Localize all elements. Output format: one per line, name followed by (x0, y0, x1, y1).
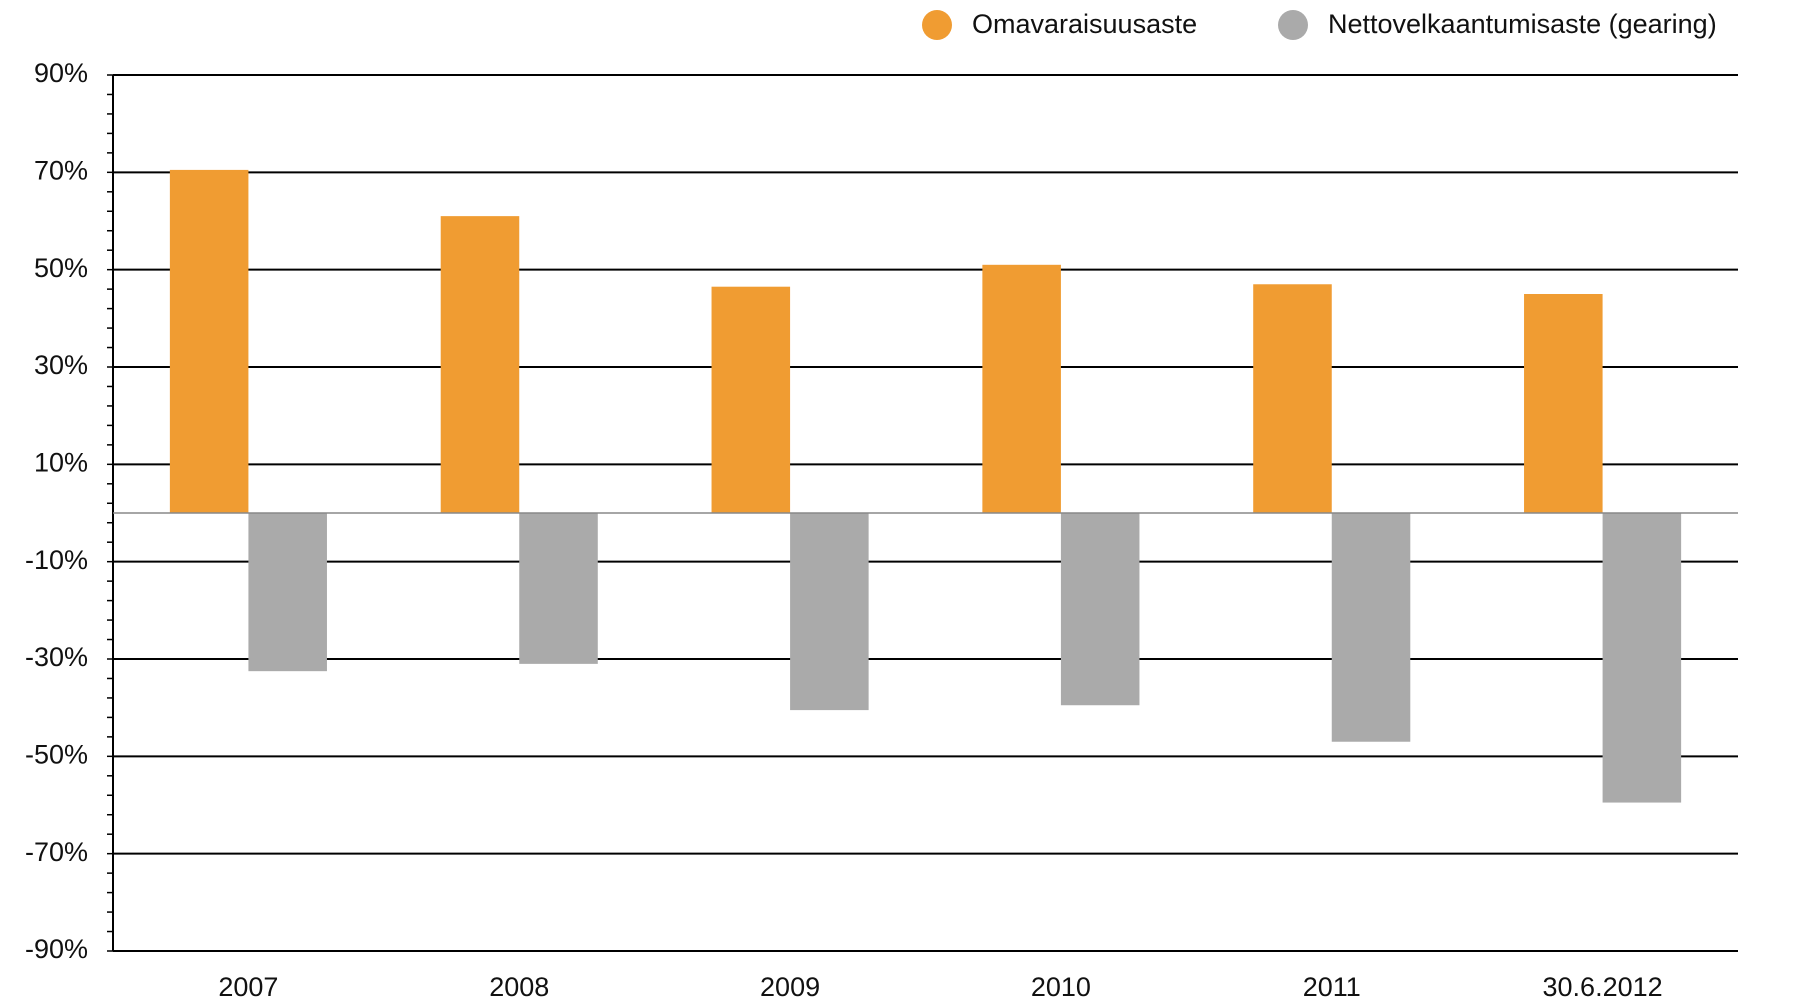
bar (169, 169, 249, 513)
bar (248, 513, 327, 672)
bar (440, 216, 520, 513)
y-tick-label: 90% (34, 58, 88, 88)
x-tick-label: 2010 (1031, 972, 1091, 999)
legend-label: Nettovelkaantumisaste (gearing) (1328, 9, 1717, 39)
y-tick-label: -90% (25, 934, 88, 964)
y-tick-label: 10% (34, 447, 88, 477)
legend-label: Omavaraisuusaste (972, 9, 1197, 39)
x-tick-label: 2007 (218, 972, 278, 999)
bar (1602, 513, 1682, 803)
legend-swatch (922, 10, 952, 40)
x-tick-label: 2011 (1303, 972, 1361, 999)
bar (711, 286, 791, 513)
y-tick-label: 50% (34, 253, 88, 283)
bar (790, 513, 869, 711)
bar (982, 264, 1061, 513)
x-tick-label: 2008 (489, 972, 549, 999)
y-tick-label: -30% (25, 642, 88, 672)
bar (1524, 294, 1603, 513)
y-tick-label: -70% (25, 837, 88, 867)
y-tick-label: -50% (25, 739, 88, 769)
bar (1060, 513, 1140, 706)
y-tick-label: 30% (34, 350, 88, 380)
x-tick-label: 30.6.2012 (1543, 972, 1663, 999)
bar (1253, 284, 1332, 513)
x-tick-label: 2009 (760, 972, 820, 999)
bar (1331, 513, 1411, 742)
bar (519, 513, 598, 664)
y-tick-label: -10% (25, 545, 88, 575)
legend-swatch (1278, 10, 1308, 40)
y-tick-label: 70% (34, 155, 88, 185)
